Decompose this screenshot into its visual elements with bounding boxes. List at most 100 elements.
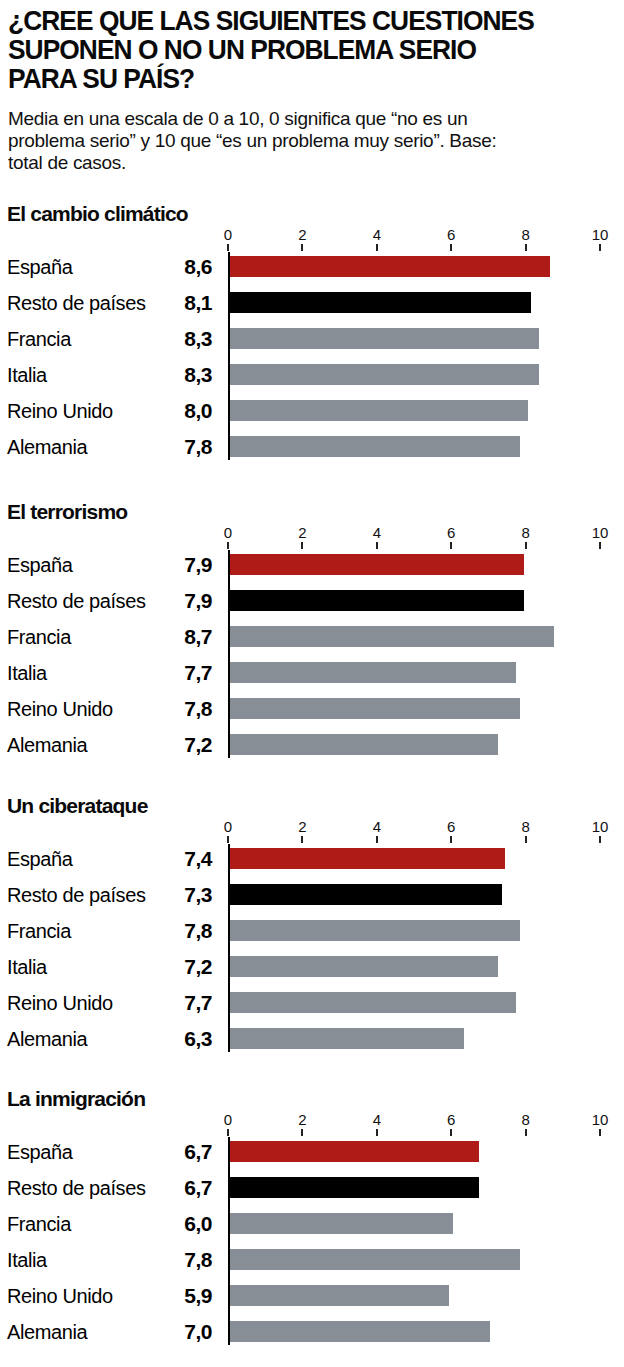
row-label: Francia <box>7 920 71 942</box>
bar-red <box>230 848 505 869</box>
bar-gray <box>230 1213 453 1234</box>
row-value: 6,7 <box>148 1141 212 1163</box>
axis-tick-mark <box>599 244 601 251</box>
axis-tick-label: 8 <box>511 226 541 243</box>
axis-tick-mark <box>227 244 229 251</box>
section-title: El cambio climático <box>7 202 188 226</box>
page-title: ¿CREE QUE LAS SIGUIENTES CUESTIONES SUPO… <box>8 6 572 93</box>
row-value: 7,0 <box>148 1321 212 1343</box>
row-label: España <box>7 256 72 278</box>
chart-section: El cambio climático 0 2 4 6 8 10 España 8,6Resto… <box>0 202 624 496</box>
axis-tick-mark <box>301 244 303 251</box>
axis-tick-mark <box>376 1129 378 1136</box>
row-value: 7,9 <box>148 590 212 612</box>
row-value: 7,8 <box>148 920 212 942</box>
row-label: Reino Unido <box>7 698 113 720</box>
row-value: 7,7 <box>148 992 212 1014</box>
bar-black <box>230 884 502 905</box>
axis-tick-mark <box>599 542 601 549</box>
axis-tick-mark <box>450 1129 452 1136</box>
row-label: Resto de países <box>7 590 146 612</box>
axis-tick-mark <box>599 836 601 843</box>
bar-gray <box>230 992 516 1013</box>
axis-tick-label: 2 <box>287 524 317 541</box>
row-label: Alemania <box>7 1028 87 1050</box>
axis-tick-label: 6 <box>436 226 466 243</box>
row-label: Francia <box>7 626 71 648</box>
bar-red <box>230 1141 479 1162</box>
axis-tick-label: 2 <box>287 226 317 243</box>
axis-tick-mark <box>525 836 527 843</box>
axis-tick-label: 8 <box>511 818 541 835</box>
axis-tick-mark <box>599 1129 601 1136</box>
section-title: Un ciberataque <box>7 794 148 818</box>
axis-tick-mark <box>227 1129 229 1136</box>
row-value: 7,8 <box>148 698 212 720</box>
axis-tick-label: 2 <box>287 818 317 835</box>
row-value: 5,9 <box>148 1285 212 1307</box>
bar-gray <box>230 734 498 755</box>
row-label: Francia <box>7 1213 71 1235</box>
axis-tick-mark <box>450 836 452 843</box>
bar-gray <box>230 698 520 719</box>
row-value: 7,9 <box>148 554 212 576</box>
axis-tick-mark <box>376 542 378 549</box>
row-label: Italia <box>7 1249 47 1271</box>
row-label: Alemania <box>7 1321 87 1343</box>
axis-baseline <box>228 844 230 1052</box>
axis-tick-mark <box>376 836 378 843</box>
bar-red <box>230 256 550 277</box>
row-label: España <box>7 1141 72 1163</box>
axis-tick-label: 10 <box>585 226 615 243</box>
row-value: 8,3 <box>148 364 212 386</box>
bar-black <box>230 1177 479 1198</box>
row-label: Reino Unido <box>7 400 113 422</box>
axis-tick-mark <box>525 542 527 549</box>
axis-tick-label: 0 <box>213 226 243 243</box>
axis-tick-label: 4 <box>362 226 392 243</box>
row-value: 6,0 <box>148 1213 212 1235</box>
axis-tick-label: 10 <box>585 818 615 835</box>
row-value: 6,3 <box>148 1028 212 1050</box>
row-label: España <box>7 848 72 870</box>
row-label: Francia <box>7 328 71 350</box>
bar-gray <box>230 436 520 457</box>
bar-gray <box>230 1249 520 1270</box>
axis-tick-label: 8 <box>511 1111 541 1128</box>
row-label: Reino Unido <box>7 992 113 1014</box>
bar-gray <box>230 920 520 941</box>
section-title: La inmigración <box>7 1087 145 1111</box>
row-value: 7,4 <box>148 848 212 870</box>
row-label: Reino Unido <box>7 1285 113 1307</box>
bar-red <box>230 554 524 575</box>
chart-section: El terrorismo0246810España7,9Resto de pa… <box>0 500 624 794</box>
row-value: 8,7 <box>148 626 212 648</box>
section-title: El terrorismo <box>7 500 127 524</box>
bar-gray <box>230 662 516 683</box>
row-label: Resto de países <box>7 292 146 314</box>
axis-baseline <box>228 1137 230 1345</box>
axis-tick-label: 0 <box>213 1111 243 1128</box>
chart-section: Un ciberataque0246810España7,4Resto de p… <box>0 794 624 1088</box>
bar-gray <box>230 1285 449 1306</box>
row-value: 7,2 <box>148 734 212 756</box>
row-label: España <box>7 554 72 576</box>
axis-tick-mark <box>376 244 378 251</box>
row-value: 8,1 <box>148 292 212 314</box>
axis-tick-mark <box>301 1129 303 1136</box>
row-label: Resto de países <box>7 1177 146 1199</box>
bar-gray <box>230 328 539 349</box>
row-value: 8,6 <box>148 256 212 278</box>
axis-tick-label: 4 <box>362 1111 392 1128</box>
row-label: Italia <box>7 662 47 684</box>
axis-tick-mark <box>301 836 303 843</box>
row-value: 7,2 <box>148 956 212 978</box>
bar-gray <box>230 626 554 647</box>
axis-baseline <box>228 252 230 460</box>
axis-tick-label: 6 <box>436 818 466 835</box>
bar-black <box>230 590 524 611</box>
row-value: 8,3 <box>148 328 212 350</box>
row-value: 6,7 <box>148 1177 212 1199</box>
axis-baseline <box>228 550 230 758</box>
chart-section: La inmigración0246810España6,7Resto de p… <box>0 1087 624 1367</box>
